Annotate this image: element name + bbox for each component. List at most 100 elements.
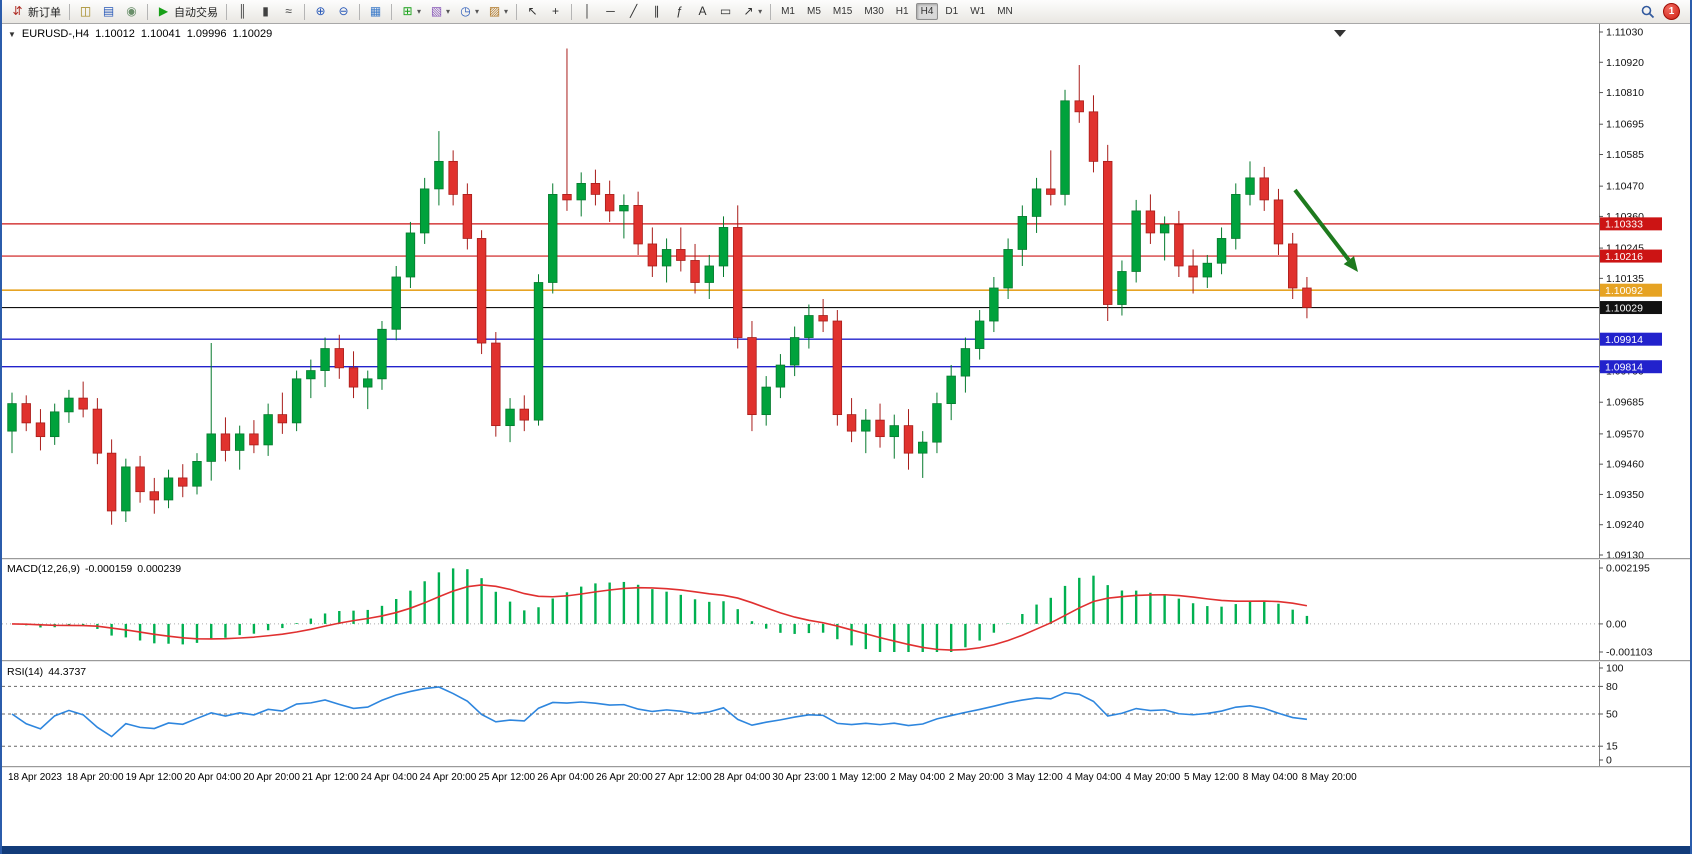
templates-button[interactable]: ▨ ▾ [483, 1, 512, 23]
toolbar-separator [391, 3, 392, 20]
notification-badge[interactable]: 1 [1663, 3, 1680, 20]
time-axis[interactable]: 18 Apr 2023 18 Apr 20:00 19 Apr 12:00 20 Ap… [2, 768, 1690, 794]
price-label-1.10216: 1.10216 [1600, 249, 1662, 263]
toolbar: ⇵ 新订单 ◫ ▤ ◉ ▶ 自动交易 ║ ▮ ≈ ⊕ ⊖ ▦ ⊞ ▾ ▧ ▾ ◷ ▾ ▨ ▾ ↖ + │ ─ ╱ ∥ ƒ A ▭ ↗ ▾ M1… [2, 0, 1690, 24]
time-label: 27 Apr 12:00 [654, 772, 712, 783]
candle-body [661, 249, 672, 267]
timeframe-h1-button[interactable]: H1 [895, 6, 909, 17]
candle-body [149, 491, 160, 501]
timeframe-m5-button[interactable]: M5 [806, 6, 821, 17]
low-value: 1.09996 [186, 28, 227, 40]
timeframe-mn-button[interactable]: MN [997, 6, 1013, 17]
candle-body [291, 378, 302, 424]
candle-body [832, 320, 843, 416]
price-chart[interactable]: 1.11030 1.10920 1.10810 1.10695 1.10585 1.104… [2, 24, 1692, 558]
timeframe-h4-button[interactable]: H4 [915, 3, 939, 20]
candle-body [775, 364, 786, 388]
period-menu-button[interactable]: ◷ ▾ [454, 1, 483, 23]
chevron-down-icon[interactable]: ▾ [758, 7, 763, 16]
text-tool-button[interactable]: A [691, 1, 714, 23]
panel-separator[interactable] [2, 660, 1690, 662]
timeframe-m15-button[interactable]: M15 [832, 6, 853, 17]
new-order-icon: ⇵ [12, 4, 23, 18]
candle-body [647, 243, 658, 267]
horizontal-line-tool-button[interactable]: ─ [599, 1, 622, 23]
collapse-icon[interactable]: ▼ [8, 29, 16, 39]
fibonacci-tool-button[interactable]: ƒ [668, 1, 691, 23]
price-tick-label: 1.09685 [1606, 397, 1644, 409]
candle-body [989, 287, 999, 322]
svg-text:1.10216: 1.10216 [1605, 251, 1643, 263]
timeframe-w1-button[interactable]: W1 [970, 6, 986, 17]
candle-body [1202, 262, 1213, 278]
profiles-button[interactable]: ▧ ▾ [425, 1, 454, 23]
candle-body [590, 182, 601, 195]
profiles-icon: ▧ [430, 4, 443, 18]
candle-body [1046, 188, 1056, 195]
crosshair-icon: + [552, 4, 560, 18]
chevron-down-icon[interactable]: ▾ [475, 7, 480, 16]
time-label: 28 Apr 04:00 [713, 772, 771, 783]
bar-chart-mode-button[interactable]: ║ [231, 1, 254, 23]
arrows-tool-button[interactable]: ↗ ▾ [737, 1, 766, 23]
clock-icon: ◷ [460, 4, 471, 18]
zoom-out-button[interactable]: ⊖ [332, 1, 355, 23]
macd-plot-area[interactable] [2, 560, 1599, 660]
candle-body [1074, 100, 1084, 113]
label-tool-button[interactable]: ▭ [714, 1, 737, 23]
cursor-tool-button[interactable]: ↖ [521, 1, 544, 23]
price-tick-label: 1.10920 [1606, 57, 1644, 69]
chevron-down-icon[interactable]: ▾ [504, 7, 509, 16]
chevron-down-icon[interactable]: ▾ [446, 7, 451, 16]
time-label: 30 Apr 23:00 [772, 772, 830, 783]
panel-separator[interactable] [2, 766, 1690, 768]
trendline-tool-button[interactable]: ╱ [622, 1, 645, 23]
time-label: 2 May 04:00 [890, 772, 946, 783]
price-tick-label: 1.10695 [1606, 119, 1644, 131]
line-chart-icon: ≈ [285, 4, 292, 18]
data-window-button[interactable]: ▤ [97, 1, 120, 23]
trend-arrow-annotation[interactable] [1293, 188, 1358, 272]
panel-separator[interactable] [2, 558, 1690, 560]
timeframe-d1-button[interactable]: D1 [945, 6, 959, 17]
candlestick-mode-button[interactable]: ▮ [254, 1, 277, 23]
new-order-button[interactable]: ⇵ 新订单 [6, 1, 65, 23]
search-icon[interactable] [1640, 4, 1656, 20]
chart-shift-marker[interactable] [1334, 30, 1346, 37]
price-axis[interactable]: 1.11030 1.10920 1.10810 1.10695 1.10585 1.104… [1599, 27, 1644, 559]
timeframe-m1-button[interactable]: M1 [781, 6, 795, 17]
candle-body [1103, 160, 1113, 305]
zoom-out-icon: ⊖ [338, 4, 349, 18]
crosshair-tool-button[interactable]: + [544, 1, 567, 23]
channel-tool-button[interactable]: ∥ [645, 1, 668, 23]
autotrading-button[interactable]: ▶ 自动交易 [152, 1, 222, 23]
toolbar-separator [571, 3, 573, 20]
fibonacci-icon: ƒ [676, 4, 683, 18]
timeframe-m30-button[interactable]: M30 [864, 6, 884, 17]
chevron-down-icon[interactable]: ▾ [417, 7, 422, 16]
chart-plot-area[interactable] [2, 24, 1599, 558]
new-chart-button[interactable]: ⊞ ▾ [396, 1, 425, 23]
zoom-in-button[interactable]: ⊕ [309, 1, 332, 23]
candle-body [92, 408, 103, 454]
candle-body [505, 408, 515, 427]
new-chart-icon: ⊞ [402, 4, 413, 18]
macd-panel[interactable]: 0.002195 0.00 -0.001103 [2, 560, 1692, 660]
candle-body [206, 433, 216, 462]
candle-body [405, 232, 416, 278]
vertical-line-tool-button[interactable]: │ [576, 1, 599, 23]
candle-body [1259, 177, 1269, 201]
price-tick-label: 1.10135 [1606, 273, 1644, 285]
line-chart-mode-button[interactable]: ≈ [277, 1, 300, 23]
price-tick-label: 1.11030 [1606, 27, 1643, 39]
candle-body [747, 337, 757, 416]
time-label: 2 May 20:00 [948, 772, 1004, 783]
window-bottom-bar [2, 846, 1690, 854]
tile-windows-button[interactable]: ▦ [364, 1, 387, 23]
navigator-button[interactable]: ◉ [120, 1, 143, 23]
rsi-panel[interactable]: 100 80 50 15 0 [2, 662, 1692, 766]
chart-window-button[interactable]: ◫ [74, 1, 97, 23]
cursor-icon: ↖ [527, 4, 538, 18]
candle-body [704, 265, 714, 283]
